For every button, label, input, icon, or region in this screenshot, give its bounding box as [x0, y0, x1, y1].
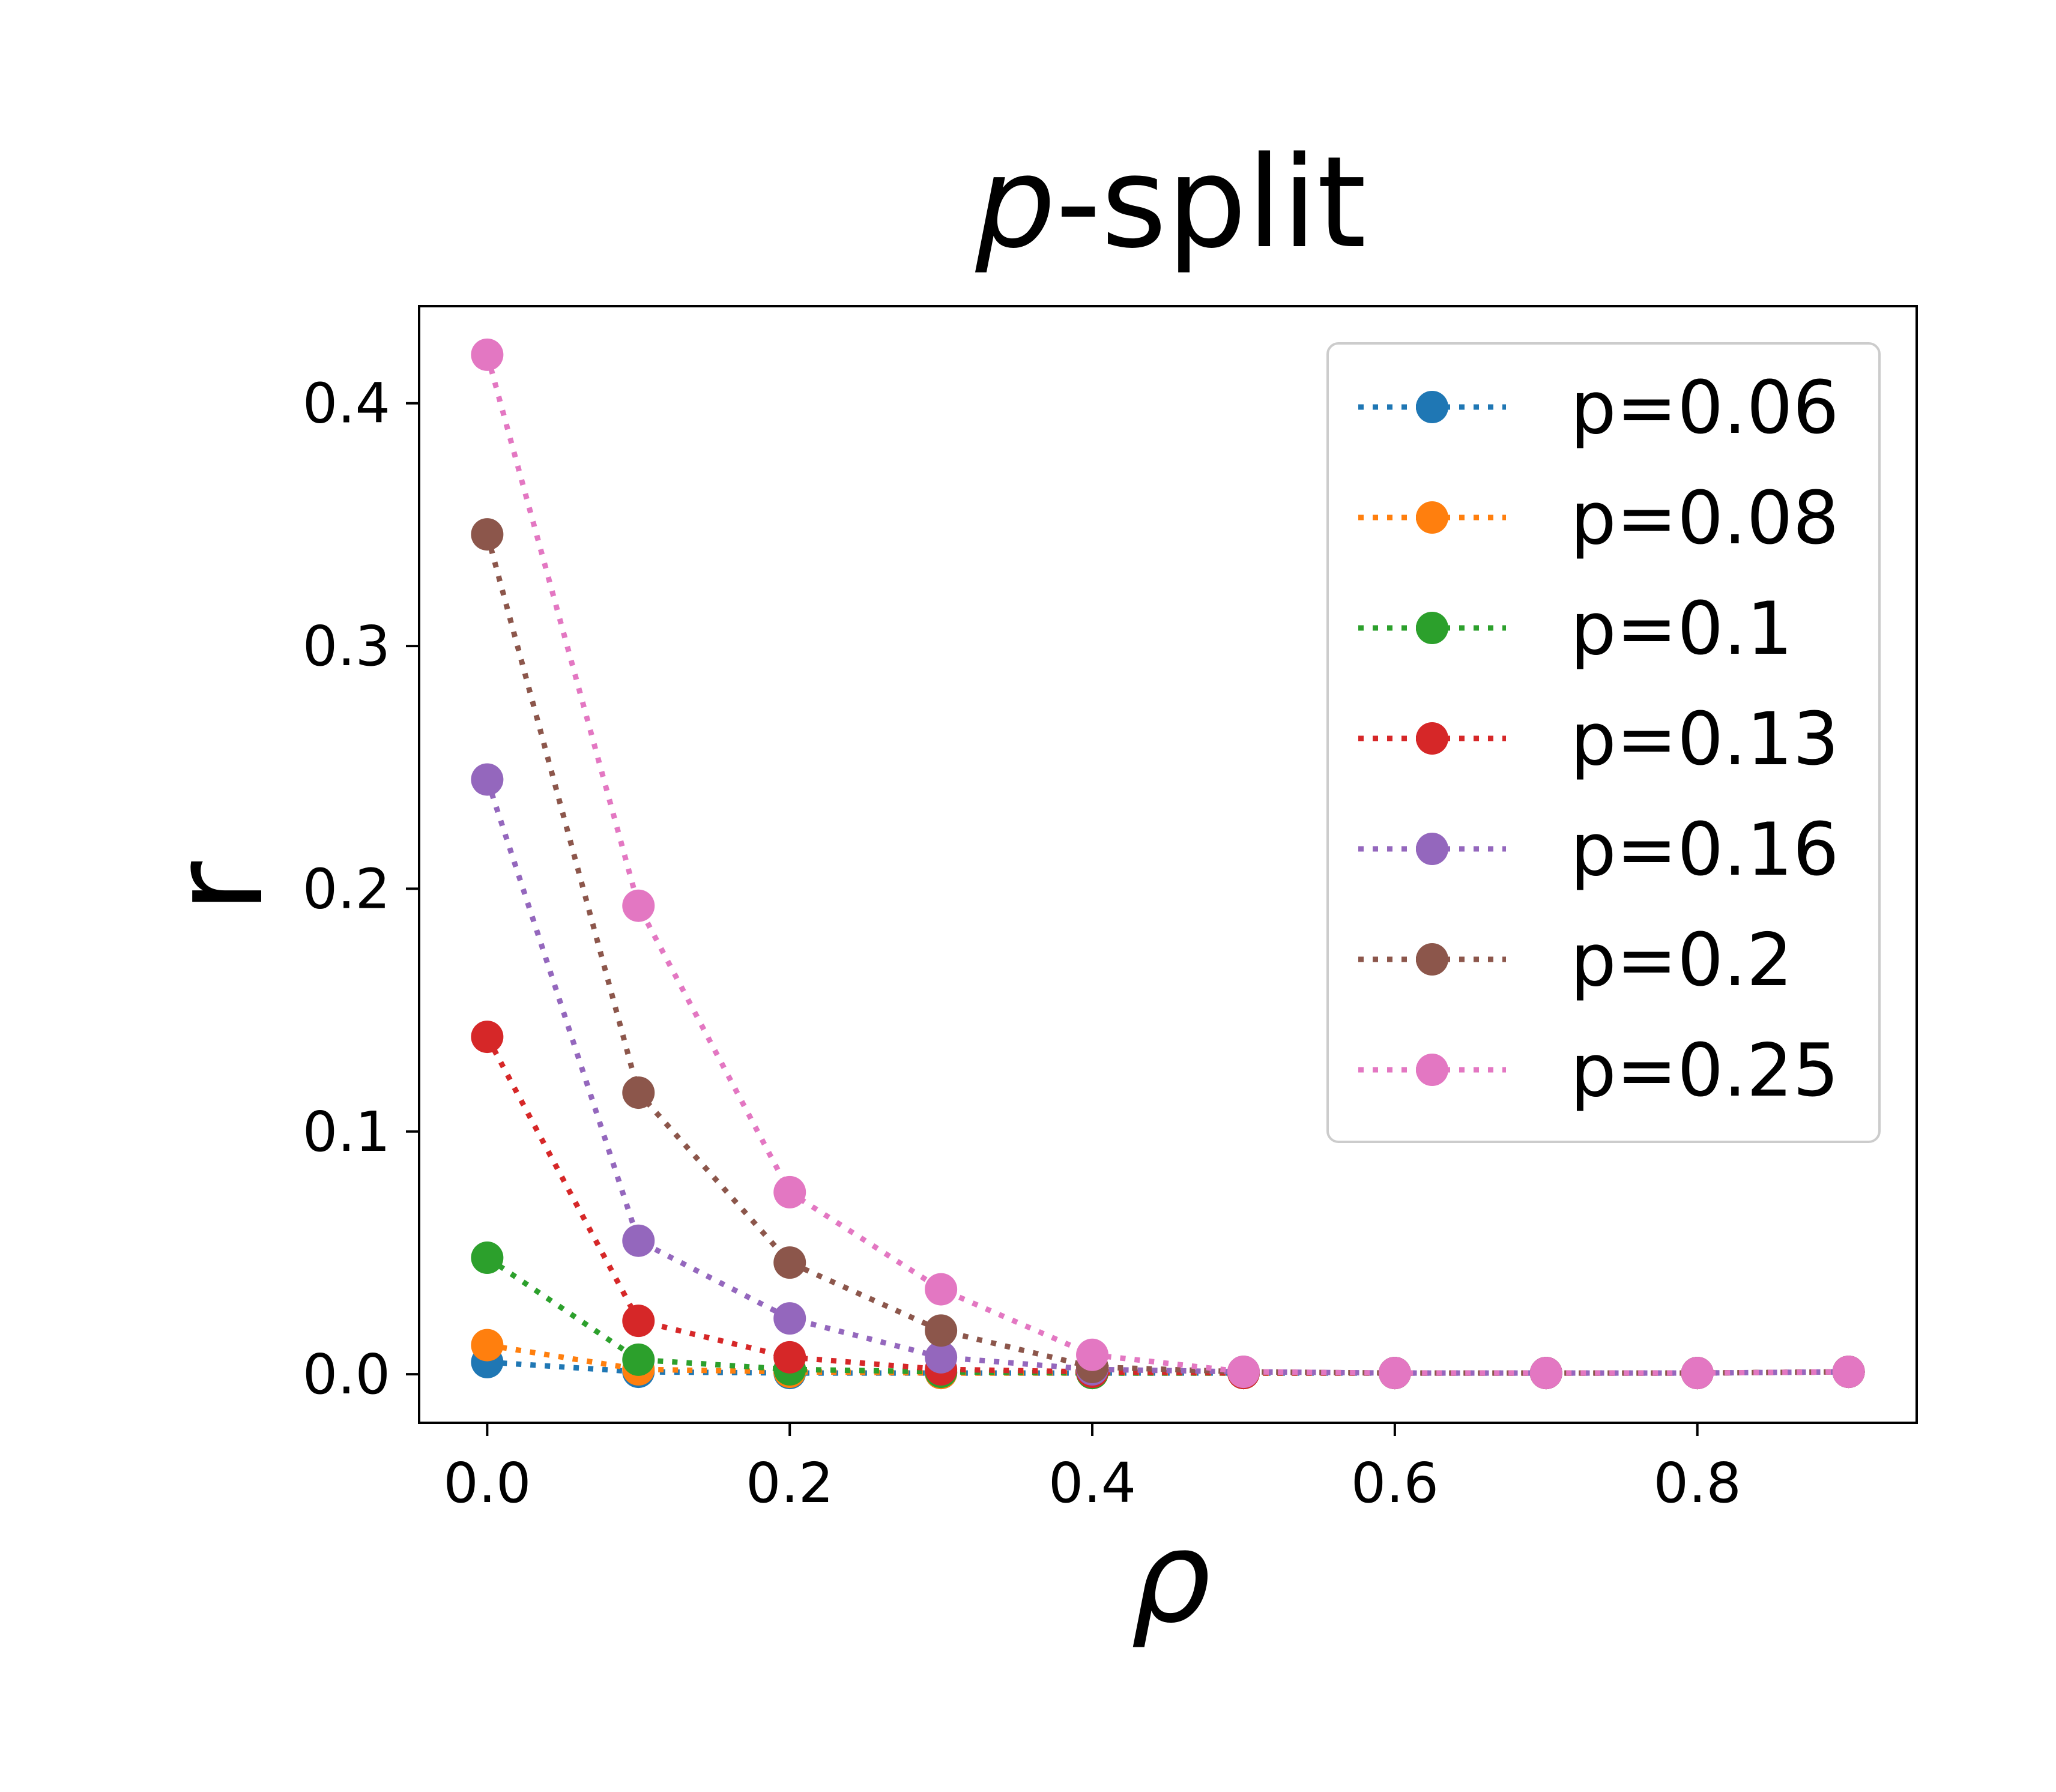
- legend-item-p=0.13: p=0.13: [1358, 697, 1839, 782]
- legend-swatch-marker-p=0.16: [1416, 833, 1448, 865]
- legend-label-p=0.2: p=0.2: [1570, 918, 1793, 1003]
- legend-label-p=0.16: p=0.16: [1570, 807, 1839, 892]
- data-point-p=0.2-2: [773, 1246, 806, 1279]
- legend-label-p=0.13: p=0.13: [1570, 697, 1839, 782]
- legend-swatch-marker-p=0.13: [1416, 722, 1448, 755]
- y-tick-label-2: 0.2: [303, 857, 390, 921]
- plot-frame: [418, 305, 1918, 1424]
- chart-title-italic: p: [975, 129, 1056, 276]
- data-point-p=0.25-1: [622, 889, 655, 922]
- series-line-p=0.2: [485, 533, 1849, 1376]
- data-point-p=0.2-3: [925, 1314, 958, 1347]
- chart-title-rest: -split: [1056, 129, 1367, 276]
- x-tick-label-4: 0.8: [1654, 1451, 1741, 1515]
- data-point-p=0.25-9: [1832, 1356, 1865, 1389]
- x-axis-label: ρ: [1131, 1504, 1211, 1651]
- data-point-p=0.25-7: [1529, 1357, 1562, 1390]
- legend-swatch-marker-p=0.08: [1416, 501, 1448, 534]
- series-p=0.06: [471, 1345, 1865, 1390]
- data-point-p=0.08-0: [471, 1329, 504, 1362]
- legend-swatch-marker-p=0.25: [1416, 1054, 1448, 1086]
- y-tick-label-1: 0.1: [303, 1100, 390, 1164]
- data-point-p=0.2-0: [471, 518, 504, 551]
- data-point-p=0.2-1: [622, 1076, 655, 1109]
- legend: p=0.06 p=0.08 p=0.1 p=0.13 p=0.16 p=0.2 p=0.25: [1326, 342, 1881, 1143]
- legend-item-p=0.08: p=0.08: [1358, 476, 1839, 561]
- data-point-p=0.13-2: [773, 1341, 806, 1374]
- data-point-p=0.25-2: [773, 1175, 806, 1208]
- x-tick-label-3: 0.6: [1351, 1451, 1439, 1515]
- legend-box: [1326, 342, 1881, 1143]
- legend-label-p=0.1: p=0.1: [1570, 587, 1793, 671]
- data-point-p=0.16-0: [471, 763, 504, 796]
- data-point-p=0.13-1: [622, 1305, 655, 1338]
- legend-item-p=0.25: p=0.25: [1358, 1028, 1839, 1113]
- data-point-p=0.1-0: [471, 1241, 504, 1275]
- chart-title: p-split: [975, 129, 1367, 276]
- legend-swatch-marker-p=0.06: [1416, 391, 1448, 423]
- series-p=0.25: [471, 338, 1865, 1390]
- legend-label-p=0.06: p=0.06: [1570, 366, 1839, 450]
- data-point-p=0.16-1: [622, 1224, 655, 1257]
- data-point-p=0.25-8: [1681, 1357, 1714, 1390]
- plot-area: [471, 338, 1865, 1390]
- legend-label-p=0.25: p=0.25: [1570, 1028, 1839, 1113]
- data-point-p=0.16-2: [773, 1302, 806, 1335]
- series-line-p=0.1: [485, 1255, 1849, 1376]
- legend-item-p=0.2: p=0.2: [1358, 918, 1793, 1003]
- x-tick-label-1: 0.2: [746, 1451, 833, 1515]
- series-p=0.08: [471, 1329, 1865, 1390]
- series-line-p=0.16: [485, 779, 1849, 1376]
- legend-swatch-marker-p=0.2: [1416, 943, 1448, 976]
- data-point-p=0.25-4: [1076, 1338, 1109, 1371]
- svg-text:p-split: p-split: [975, 129, 1367, 276]
- data-point-p=0.25-3: [925, 1273, 958, 1306]
- series-line-p=0.25: [485, 354, 1849, 1376]
- data-point-p=0.16-3: [925, 1341, 958, 1374]
- data-point-p=0.13-0: [471, 1021, 504, 1054]
- legend-label-p=0.08: p=0.08: [1570, 476, 1839, 561]
- data-point-p=0.1-1: [622, 1343, 655, 1376]
- x-tick-label-0: 0.0: [443, 1451, 531, 1515]
- data-point-p=0.25-5: [1227, 1356, 1260, 1389]
- legend-swatch-marker-p=0.1: [1416, 612, 1448, 644]
- legend-item-p=0.06: p=0.06: [1358, 366, 1839, 450]
- legend-item-p=0.1: p=0.1: [1358, 587, 1793, 671]
- y-tick-label-3: 0.3: [303, 614, 390, 678]
- axes: 0.0 0.2 0.4 0.6 0.8 0.0 0.1 0.2 0.3 0.4: [303, 372, 1741, 1515]
- series-p=0.1: [471, 1241, 1865, 1390]
- data-point-p=0.25-6: [1378, 1357, 1411, 1390]
- x-tick-label-2: 0.4: [1048, 1451, 1136, 1515]
- legend-item-p=0.16: p=0.16: [1358, 807, 1839, 892]
- y-axis-label: r: [144, 861, 291, 913]
- y-tick-label-0: 0.0: [303, 1342, 390, 1407]
- data-point-p=0.25-0: [471, 338, 504, 371]
- y-tick-label-4: 0.4: [303, 372, 390, 436]
